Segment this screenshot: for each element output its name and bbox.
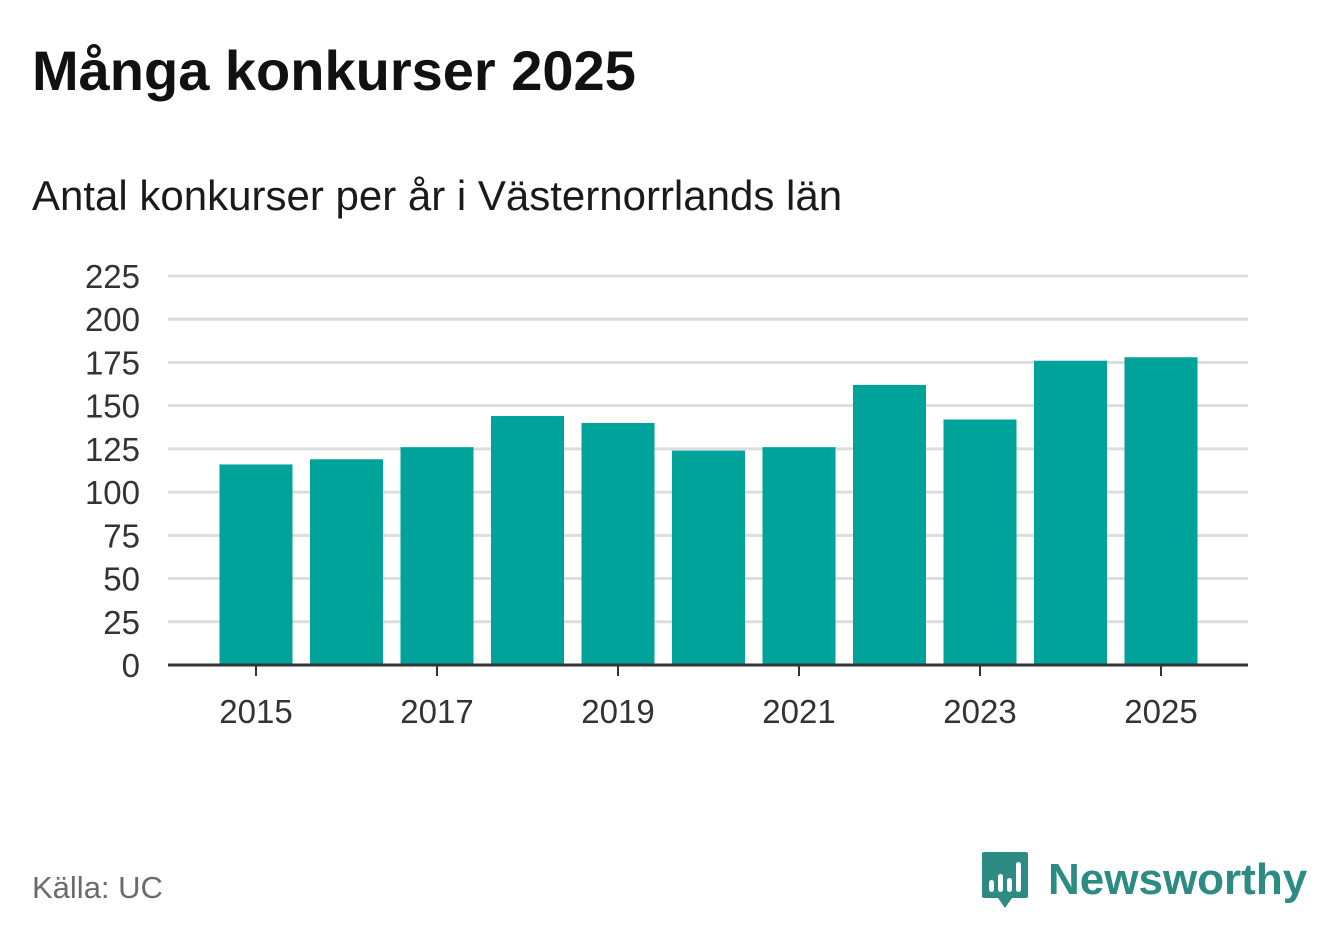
brand-name: Newsworthy xyxy=(1048,855,1308,904)
bar-2015 xyxy=(219,464,293,665)
y-tick-label: 0 xyxy=(122,647,140,684)
bar-chart: 0 25 50 75 100 125 150 175 200 225 2015 2017 2019 202… xyxy=(85,258,1248,730)
y-tick-label: 25 xyxy=(103,604,140,641)
bar-2016 xyxy=(310,459,383,665)
x-tick-label: 2015 xyxy=(219,693,292,730)
y-tick-label: 225 xyxy=(85,258,140,295)
x-tick-label: 2021 xyxy=(762,693,835,730)
source-note: Källa: UC xyxy=(32,870,163,905)
chart-title: Många konkurser 2025 xyxy=(32,39,636,102)
y-tick-label: 50 xyxy=(103,561,140,598)
bar-2025 xyxy=(1124,357,1198,665)
x-tick-label: 2023 xyxy=(943,693,1016,730)
bar-2023 xyxy=(943,419,1017,665)
newsworthy-logo-icon xyxy=(982,852,1028,908)
bar-2024 xyxy=(1034,360,1107,665)
x-tick-label: 2017 xyxy=(400,693,473,730)
chart-subtitle: Antal konkurser per år i Västernorrlands… xyxy=(32,172,843,219)
bar-2019 xyxy=(581,422,655,665)
brand-logo: Newsworthy xyxy=(980,850,1307,910)
bar-2021 xyxy=(762,447,836,665)
bar-2017 xyxy=(400,447,474,665)
y-tick-label: 100 xyxy=(85,474,140,511)
y-tick-label: 200 xyxy=(85,301,140,338)
y-tick-label: 150 xyxy=(85,388,140,425)
x-tick-label: 2019 xyxy=(581,693,654,730)
y-tick-label: 175 xyxy=(85,344,140,381)
x-tick-label: 2025 xyxy=(1124,693,1197,730)
y-tick-label: 75 xyxy=(103,517,140,554)
bar-2018 xyxy=(491,416,564,665)
bar-2022 xyxy=(853,384,926,665)
y-tick-label: 125 xyxy=(85,431,140,468)
bar-2020 xyxy=(672,450,745,665)
axes: 0 25 50 75 100 125 150 175 200 225 2015 2017 2019 202… xyxy=(85,258,1248,730)
bars xyxy=(219,357,1198,665)
